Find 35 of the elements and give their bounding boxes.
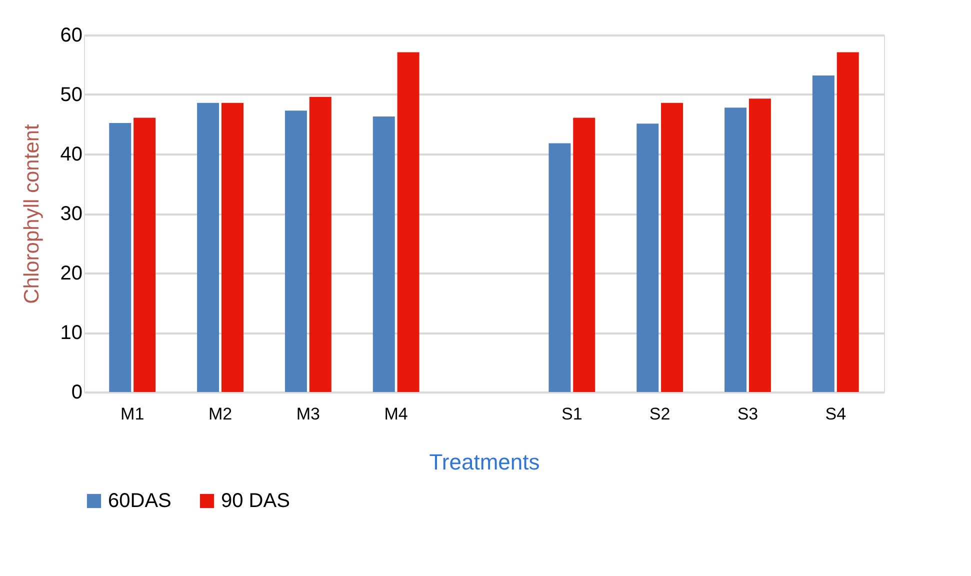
y-tick-label: 60 (60, 24, 82, 46)
x-tick-label: S2 (649, 404, 670, 424)
bar (812, 75, 834, 392)
y-tick-label: 0 (71, 382, 82, 404)
bar (109, 123, 132, 392)
x-axis-title: Treatments (429, 450, 540, 474)
bar (397, 52, 420, 392)
bar (284, 110, 307, 392)
bar (836, 52, 859, 392)
x-tick-label: S1 (562, 404, 582, 424)
x-tick-label: M4 (384, 404, 408, 424)
legend-label: 60DAS (108, 490, 172, 512)
x-tick-label: M3 (296, 404, 320, 424)
bar (748, 98, 771, 392)
y-axis-title: Chlorophyll content (20, 124, 44, 304)
bar (548, 143, 571, 392)
bar (661, 102, 684, 392)
y-tick-label: 20 (60, 262, 82, 284)
y-tick-label: 40 (60, 144, 82, 166)
bar (636, 124, 659, 392)
x-tick-label: S4 (825, 404, 846, 424)
bar (309, 96, 332, 392)
bar (197, 102, 220, 392)
y-tick-label: 50 (60, 84, 82, 106)
bar (724, 108, 747, 392)
bar (372, 116, 395, 392)
x-tick-label: M1 (120, 404, 144, 424)
x-tick-label: M2 (208, 404, 232, 424)
legend-label: 90 DAS (221, 490, 290, 512)
bar (573, 118, 596, 392)
x-tick-label: S3 (737, 404, 758, 424)
y-tick-label: 30 (60, 203, 82, 225)
bar (221, 102, 244, 392)
y-tick-label: 10 (60, 322, 82, 344)
bar (134, 118, 156, 392)
